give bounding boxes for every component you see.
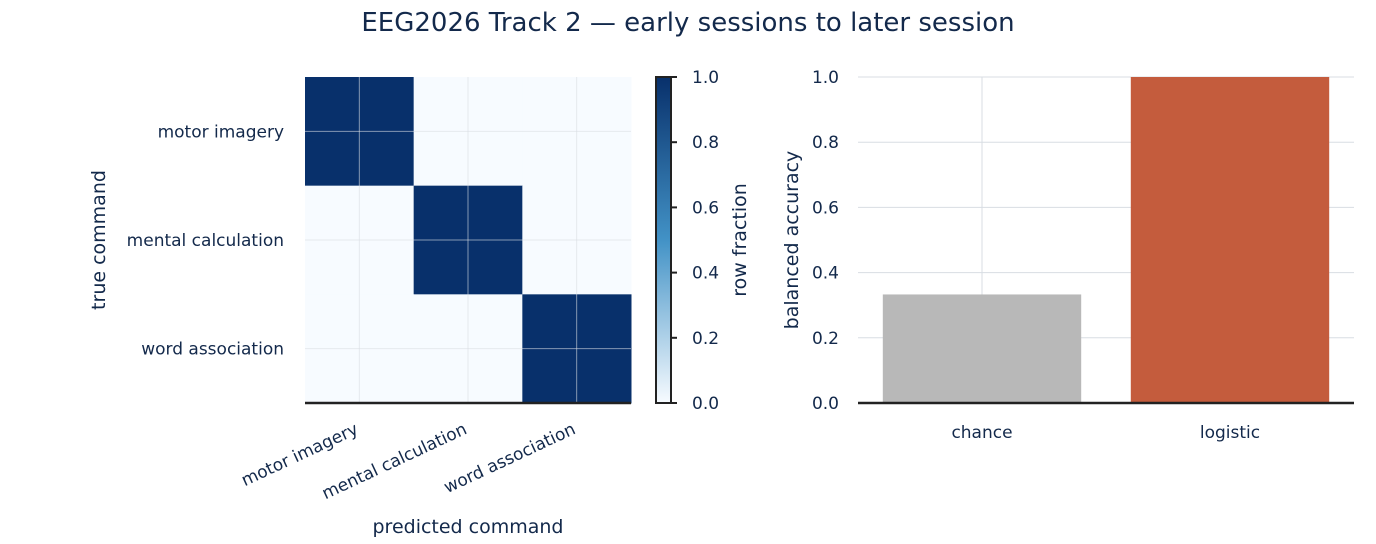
- colorbar-tick-label: 1.0: [692, 68, 719, 88]
- heatmap-row-labels: motor imagery mental calculation word asso…: [127, 122, 284, 359]
- colorbar: 0.0 0.2 0.4 0.6 0.8 1.0 row fraction: [655, 68, 751, 414]
- bar-x-tick-label: chance: [951, 423, 1012, 443]
- colorbar-label: row fraction: [729, 183, 751, 297]
- colorbar-ticks: 0.0 0.2 0.4 0.6 0.8 1.0: [671, 68, 719, 414]
- colorbar-tick-label: 0.4: [692, 264, 719, 284]
- confusion-matrix-panel: motor imagery mental calculation word asso…: [88, 77, 632, 538]
- bar-logistic: [1130, 77, 1330, 403]
- heatmap-row-label: mental calculation: [127, 231, 284, 251]
- figure-title: EEG2026 Track 2 — early sessions to late…: [361, 8, 1014, 38]
- bar-chance: [882, 294, 1082, 403]
- colorbar-gradient: [655, 76, 672, 404]
- heatmap-row-label: motor imagery: [158, 122, 284, 142]
- bar-x-tick-label: logistic: [1200, 423, 1260, 443]
- colorbar-tick-label: 0.2: [692, 329, 719, 349]
- bar-y-tick-label: 0.0: [812, 394, 839, 414]
- bar-y-ticks: 0.0 0.2 0.4 0.6 0.8 1.0: [812, 68, 839, 414]
- colorbar-tick-label: 0.6: [692, 198, 719, 218]
- heatmap-row-label: word association: [141, 340, 284, 360]
- balanced-accuracy-bar-panel: 0.0 0.2 0.4 0.6 0.8 1.0 chance logistic balanc…: [781, 68, 1354, 443]
- bar-y-axis-title: balanced accuracy: [781, 151, 803, 330]
- bar-y-tick-label: 0.6: [812, 198, 839, 218]
- colorbar-tick-label: 0.8: [692, 133, 719, 153]
- heatmap-grid: [305, 77, 631, 403]
- bar-y-tick-label: 1.0: [812, 68, 839, 88]
- bars: [882, 77, 1330, 403]
- bar-y-tick-label: 0.4: [812, 264, 839, 284]
- bar-y-tick-label: 0.2: [812, 329, 839, 349]
- colorbar-tick-label: 0.0: [692, 394, 719, 414]
- bar-y-tick-label: 0.8: [812, 133, 839, 153]
- heatmap-x-axis-title: predicted command: [372, 516, 563, 538]
- heatmap-y-axis-title: true command: [88, 170, 110, 310]
- bar-x-ticks: chance logistic: [951, 423, 1260, 443]
